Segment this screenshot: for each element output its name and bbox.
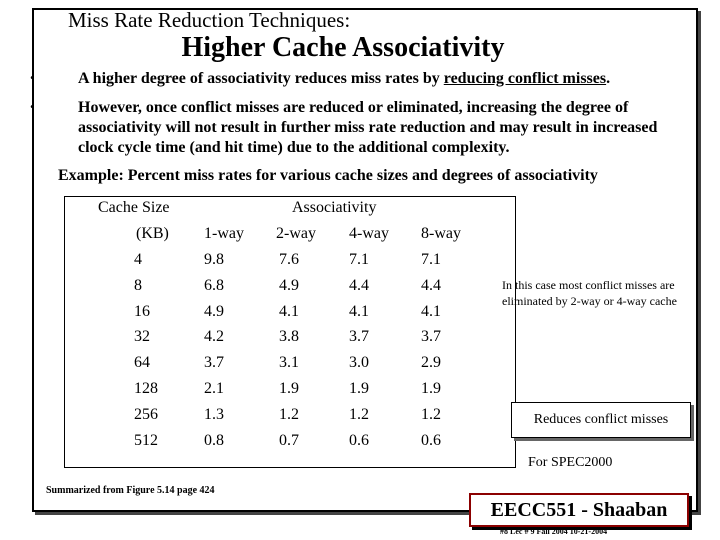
miss-rate-cell: 0.8 — [204, 431, 224, 449]
miss-rate-cell: 2.9 — [421, 354, 441, 372]
cache-size-cell: 256 — [134, 405, 158, 423]
bullet-glyph-2: • — [30, 99, 35, 114]
spec-note: For SPEC2000 — [528, 455, 613, 470]
miss-rate-cell: 3.8 — [279, 328, 299, 346]
miss-rate-cell: 3.0 — [349, 354, 369, 372]
conflict-note: In this case most conflict misses are el… — [502, 278, 677, 308]
bullet-text-1: A higher degree of associativity reduces… — [78, 70, 611, 87]
cache-size-cell: 16 — [134, 302, 150, 320]
cache-size-cell: 32 — [134, 328, 150, 346]
miss-rate-cell: 7.1 — [349, 251, 369, 268]
miss-rate-cell: 2.1 — [204, 380, 224, 397]
column-header: 1-way — [204, 225, 244, 242]
column-header: 2-way — [276, 225, 316, 242]
source-note: Summarized from Figure 5.14 page 424 — [46, 485, 215, 496]
header-cache-size: Cache Size — [98, 199, 170, 216]
miss-rate-cell: 4.4 — [349, 276, 369, 294]
miss-rate-cell: 0.6 — [349, 431, 369, 449]
cache-size-cell: 8 — [134, 276, 142, 294]
bullet-glyph-1: • — [30, 70, 35, 85]
miss-rate-cell: 1.9 — [279, 380, 299, 397]
slide-subtitle: Miss Rate Reduction Techniques: — [68, 8, 351, 32]
reduces-label: Reduces conflict misses — [533, 412, 669, 427]
slide-footer: #8 Lec # 9 Fall 2004 10-21-2004 — [500, 527, 608, 536]
miss-rate-cell: 3.7 — [204, 354, 224, 372]
miss-rate-cell: 4.9 — [204, 302, 224, 320]
column-header: 4-way — [349, 225, 389, 242]
miss-rate-cell: 1.2 — [279, 405, 299, 423]
miss-rate-cell: 6.8 — [204, 276, 224, 294]
cache-size-cell: 4 — [134, 251, 142, 268]
miss-rate-cell: 1.2 — [349, 405, 369, 423]
miss-rate-cell: 1.2 — [421, 405, 441, 423]
header-associativity: Associativity — [292, 199, 377, 216]
column-header: 8-way — [421, 225, 461, 242]
miss-rate-cell: 0.6 — [421, 431, 441, 449]
underlined-phrase: reducing conflict misses — [443, 70, 607, 87]
miss-rate-cell: 1.9 — [349, 380, 369, 397]
header-kb: (KB) — [136, 225, 169, 242]
miss-rate-cell: 4.4 — [421, 276, 441, 294]
course-brand: EECC551 - Shaaban — [469, 493, 689, 527]
slide-title: Higher Cache Associativity — [181, 32, 505, 63]
miss-rate-cell: 4.1 — [279, 302, 299, 320]
miss-rate-cell: 4.1 — [349, 302, 369, 320]
cache-size-cell: 64 — [134, 354, 150, 372]
miss-rate-cell: 3.1 — [279, 354, 299, 372]
miss-rate-cell: 7.6 — [279, 251, 299, 268]
miss-rate-cell: 4.1 — [421, 302, 441, 320]
miss-rate-cell: 9.8 — [204, 251, 224, 268]
bullet-text-2: However, once conflict misses are reduce… — [78, 99, 658, 156]
miss-rate-cell: 7.1 — [421, 251, 441, 268]
miss-rate-cell: 3.7 — [349, 328, 369, 346]
cache-size-cell: 512 — [134, 431, 158, 449]
miss-rate-cell: 1.3 — [204, 405, 224, 423]
example-caption: Example: Percent miss rates for various … — [58, 167, 598, 184]
miss-rate-cell: 4.9 — [279, 276, 299, 294]
miss-rate-cell: 4.2 — [204, 328, 224, 346]
miss-rate-table — [64, 196, 516, 468]
reduces-conflict-box: Reduces conflict misses — [511, 402, 691, 438]
miss-rate-cell: 3.7 — [421, 328, 441, 346]
cache-size-cell: 128 — [134, 380, 158, 397]
miss-rate-cell: 0.7 — [279, 431, 299, 449]
miss-rate-cell: 1.9 — [421, 380, 441, 397]
